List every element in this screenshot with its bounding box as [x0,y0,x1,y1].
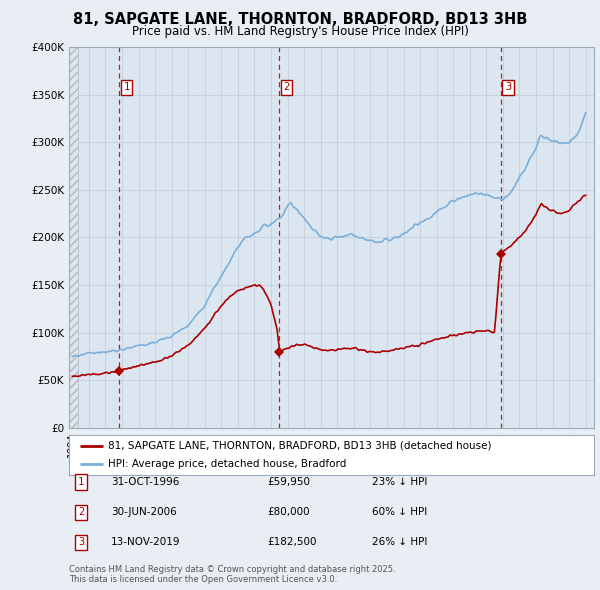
Bar [69,47,78,428]
Text: 60% ↓ HPI: 60% ↓ HPI [372,507,427,517]
Text: £59,950: £59,950 [267,477,310,487]
Text: 1: 1 [124,82,130,92]
Text: Contains HM Land Registry data © Crown copyright and database right 2025.
This d: Contains HM Land Registry data © Crown c… [69,565,395,584]
Text: 30-JUN-2006: 30-JUN-2006 [111,507,177,517]
Text: 31-OCT-1996: 31-OCT-1996 [111,477,179,487]
Text: 3: 3 [78,537,84,547]
Text: 23% ↓ HPI: 23% ↓ HPI [372,477,427,487]
Text: 81, SAPGATE LANE, THORNTON, BRADFORD, BD13 3HB: 81, SAPGATE LANE, THORNTON, BRADFORD, BD… [73,12,527,27]
Text: 3: 3 [505,82,511,92]
Text: 26% ↓ HPI: 26% ↓ HPI [372,537,427,547]
Text: 2: 2 [78,507,84,517]
Text: Price paid vs. HM Land Registry's House Price Index (HPI): Price paid vs. HM Land Registry's House … [131,25,469,38]
Text: 1: 1 [78,477,84,487]
Text: 2: 2 [283,82,290,92]
Text: HPI: Average price, detached house, Bradford: HPI: Average price, detached house, Brad… [109,459,347,469]
Text: £80,000: £80,000 [267,507,310,517]
Text: 13-NOV-2019: 13-NOV-2019 [111,537,181,547]
Text: 81, SAPGATE LANE, THORNTON, BRADFORD, BD13 3HB (detached house): 81, SAPGATE LANE, THORNTON, BRADFORD, BD… [109,441,492,451]
Text: £182,500: £182,500 [267,537,317,547]
